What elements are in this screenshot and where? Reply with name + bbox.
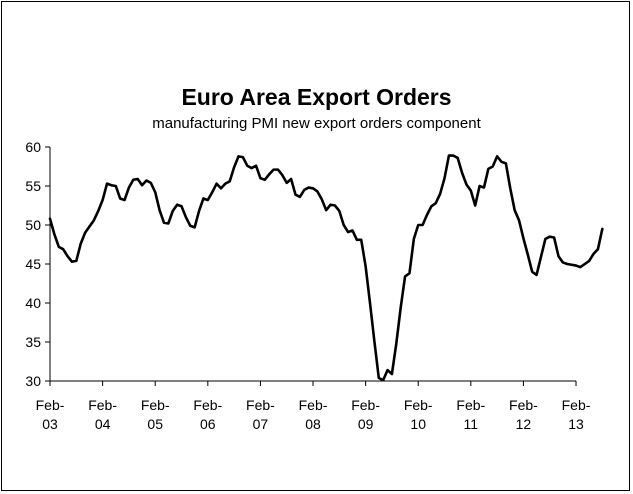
x-tick-label: 11 [464, 416, 479, 432]
x-tick-label: Feb- [562, 397, 591, 413]
y-tick-label: 40 [25, 295, 41, 311]
y-tick-label: 35 [25, 334, 41, 350]
x-tick-label: Feb- [509, 397, 538, 413]
chart-title: Euro Area Export Orders [181, 84, 452, 110]
y-tick-label: 30 [25, 373, 41, 389]
y-tick-label: 45 [25, 256, 41, 272]
y-tick-label: 60 [25, 139, 41, 155]
x-tick-label: Feb- [88, 397, 117, 413]
x-tick-label: Feb- [456, 397, 485, 413]
x-tick-label: 03 [42, 416, 58, 432]
x-tick-label: Feb- [246, 397, 275, 413]
series-line [48, 154, 604, 382]
x-tick-label: 09 [358, 416, 374, 432]
x-tick-label: Feb- [193, 397, 222, 413]
x-tick-label: Feb- [299, 397, 328, 413]
x-tick-label: 12 [516, 416, 532, 432]
x-tick-label: Feb- [351, 397, 380, 413]
x-tick-label: Feb- [404, 397, 433, 413]
x-tick-label: 06 [200, 416, 216, 432]
x-tick-label: 13 [568, 416, 584, 432]
x-tick-label: 08 [305, 416, 321, 432]
x-tick-label: 10 [410, 416, 426, 432]
chart-subtitle: manufacturing PMI new export orders comp… [152, 115, 481, 132]
x-tick-label: 07 [253, 416, 269, 432]
x-tick-label: 05 [147, 416, 163, 432]
y-tick-label: 50 [25, 217, 41, 233]
x-tick-label: 04 [95, 416, 111, 432]
x-tick-label: Feb- [36, 397, 65, 413]
x-tick-label: Feb- [141, 397, 170, 413]
y-tick-label: 55 [25, 178, 41, 194]
